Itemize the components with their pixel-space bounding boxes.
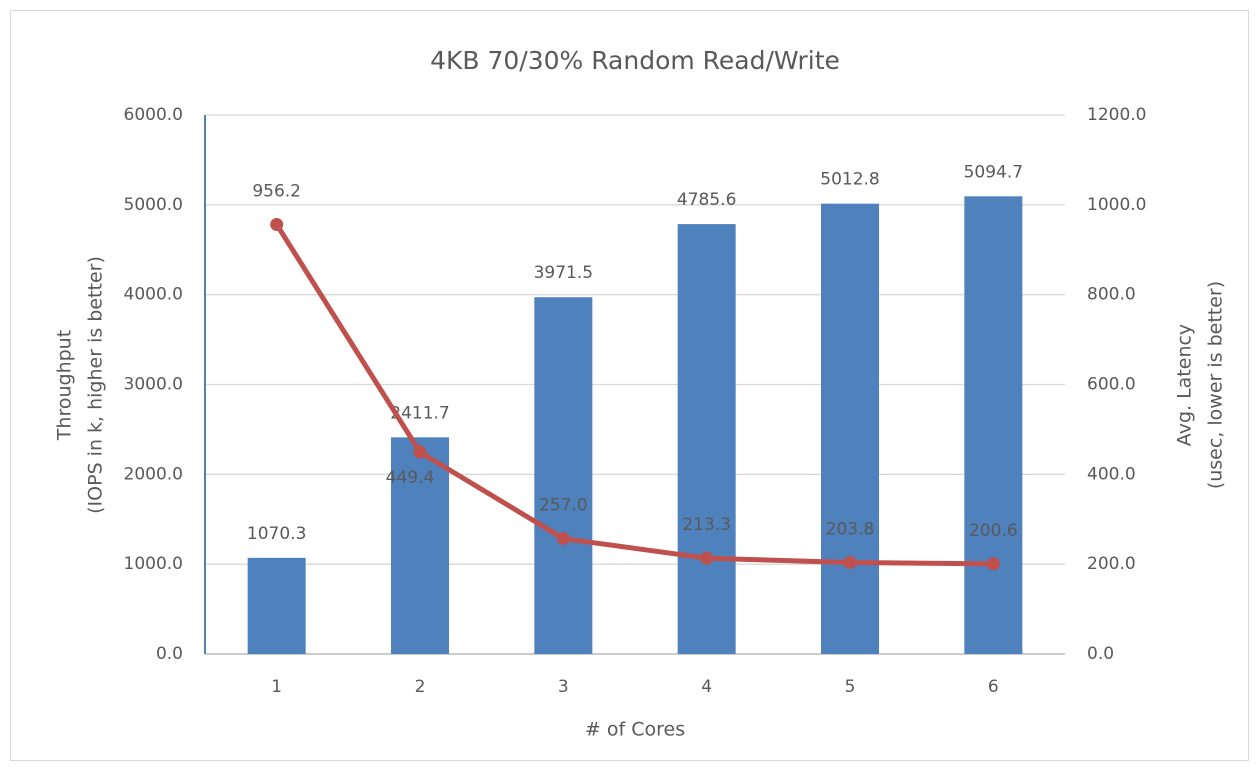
chart-title: 4KB 70/30% Random Read/Write xyxy=(430,46,840,75)
bar xyxy=(821,203,879,654)
y-tick-label: 5000.0 xyxy=(124,195,183,215)
line-value-label: 213.3 xyxy=(682,515,731,535)
line-marker xyxy=(413,445,427,459)
y-tick-label: 4000.0 xyxy=(124,285,183,305)
y2-tick-label: 1000.0 xyxy=(1087,195,1146,215)
x-tick-label: 5 xyxy=(845,677,856,697)
y2-tick-label: 800.0 xyxy=(1087,285,1136,305)
y-tick-label: 2000.0 xyxy=(124,464,183,484)
line-marker xyxy=(270,218,284,232)
y-tick-label: 6000.0 xyxy=(124,105,183,125)
bar-value-label: 2411.7 xyxy=(390,403,449,423)
bar-value-label: 1070.3 xyxy=(247,524,306,544)
x-tick-label: 4 xyxy=(701,677,712,697)
bar-value-label: 4785.6 xyxy=(677,190,736,210)
line xyxy=(274,223,994,567)
y2-tick-label: 200.0 xyxy=(1087,554,1136,574)
y2-tick-label: 400.0 xyxy=(1087,464,1136,484)
line-marker xyxy=(700,551,714,565)
y-axis-label: (IOPS in k, higher is better) xyxy=(85,256,107,514)
bar xyxy=(964,196,1023,654)
line-value-label: 203.8 xyxy=(826,519,875,539)
y2-axis-label: (usec, lower is better) xyxy=(1205,281,1227,489)
y-axis-label: Throughput xyxy=(54,330,76,441)
x-tick-label: 1 xyxy=(271,677,282,697)
y-tick-label: 1000.0 xyxy=(124,554,183,574)
x-tick-label: 2 xyxy=(415,677,426,697)
line-marker xyxy=(556,532,570,546)
bar xyxy=(391,437,449,654)
y2-tick-label: 1200.0 xyxy=(1087,105,1146,125)
bar xyxy=(677,224,736,654)
bar-value-label: 3971.5 xyxy=(534,263,593,283)
y2-axis-label: Avg. Latency xyxy=(1174,324,1196,446)
bar-value-label: 5012.8 xyxy=(820,170,879,190)
y2-tick-label: 0.0 xyxy=(1087,644,1114,664)
line-value-label: 956.2 xyxy=(252,182,301,202)
line-value-label: 449.4 xyxy=(386,468,435,488)
line-marker xyxy=(986,557,1000,571)
bar xyxy=(534,297,593,654)
y-tick-label: 3000.0 xyxy=(124,375,183,395)
chart-frame xyxy=(10,10,1249,761)
line-value-label: 200.6 xyxy=(969,521,1018,541)
x-tick-label: 6 xyxy=(988,677,999,697)
y2-tick-label: 600.0 xyxy=(1087,375,1136,395)
y-tick-label: 0.0 xyxy=(156,644,183,664)
line-marker xyxy=(843,555,857,569)
bar xyxy=(247,557,306,654)
x-tick-label: 3 xyxy=(558,677,569,697)
line-value-label: 257.0 xyxy=(539,496,588,516)
x-axis-label: # of Cores xyxy=(585,719,685,741)
bar-value-label: 5094.7 xyxy=(964,162,1023,182)
